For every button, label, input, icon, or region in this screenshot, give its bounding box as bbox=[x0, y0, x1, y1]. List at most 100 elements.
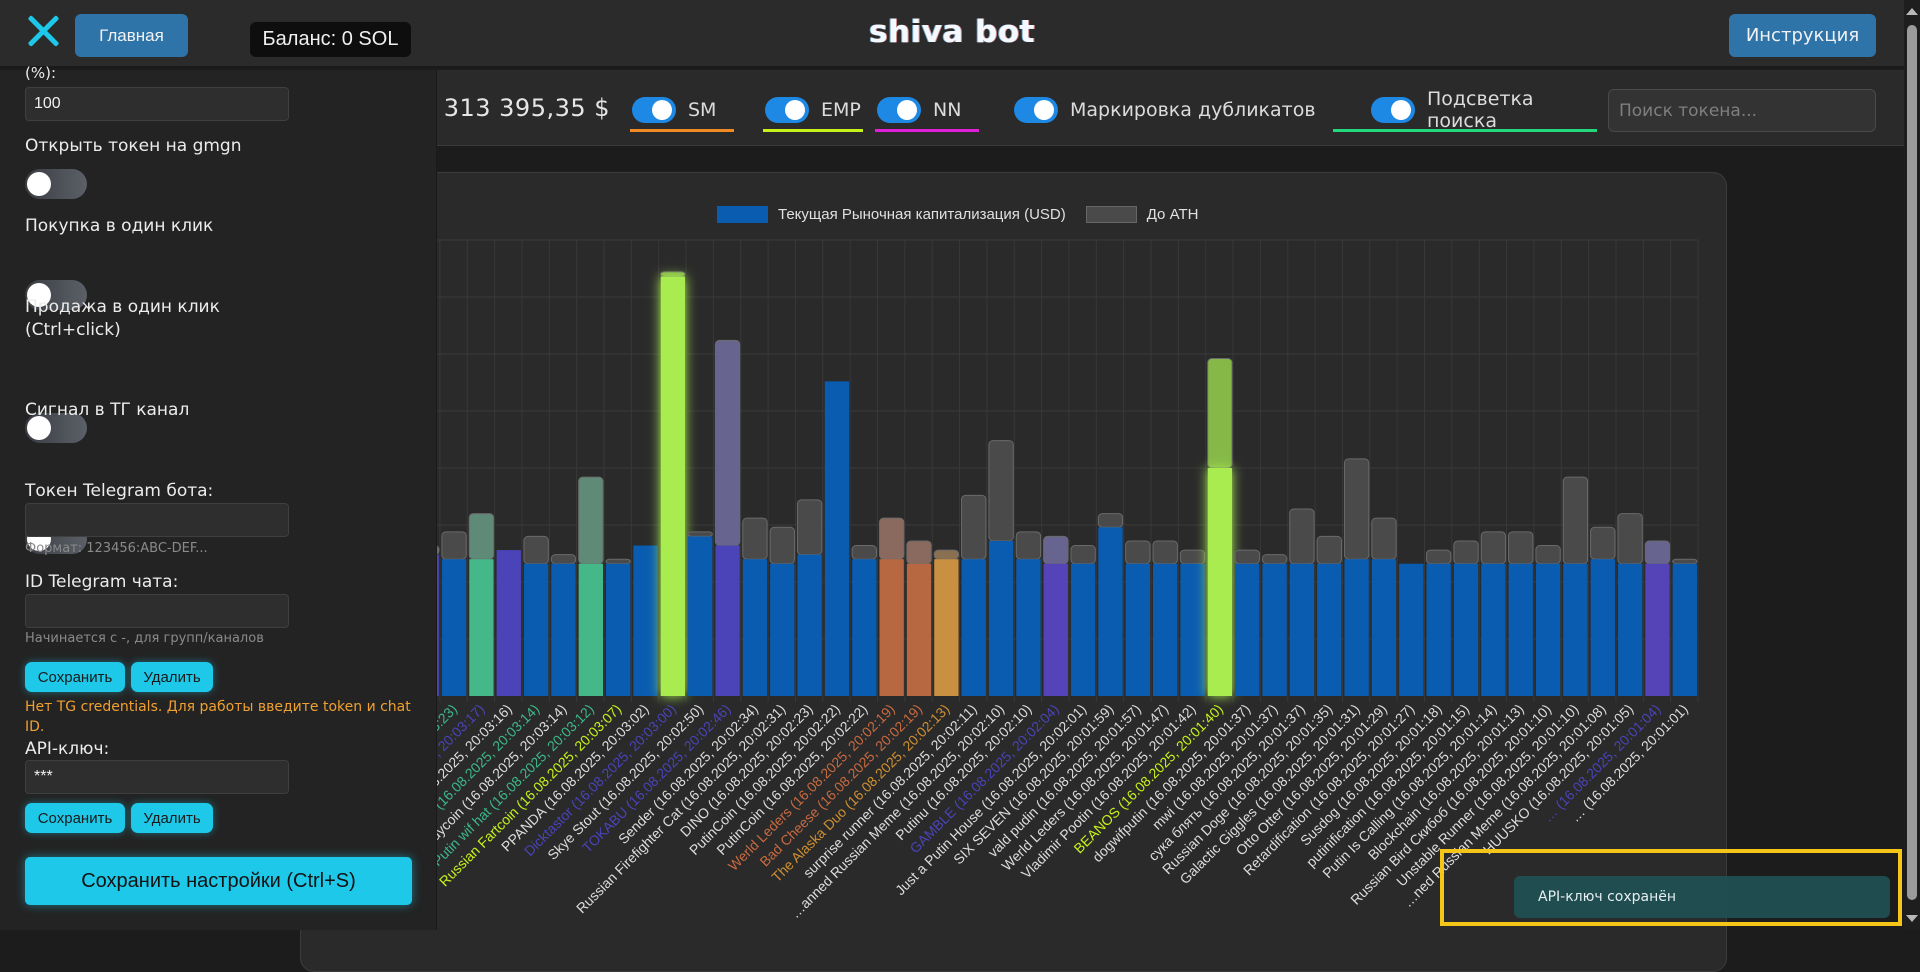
bar-market-cap bbox=[1125, 563, 1150, 696]
one-click-sell-switch[interactable] bbox=[25, 413, 87, 443]
instructions-button[interactable]: Инструкция bbox=[1729, 14, 1876, 57]
page-scrollbar[interactable] bbox=[1904, 0, 1920, 930]
tg-delete-button[interactable]: Удалить bbox=[131, 662, 213, 692]
token-search-input[interactable] bbox=[1608, 89, 1876, 132]
sm-switch[interactable] bbox=[632, 97, 676, 123]
one-click-buy-switch[interactable] bbox=[25, 280, 87, 310]
bar-ath bbox=[1508, 531, 1534, 565]
bar-market-cap bbox=[1508, 563, 1533, 696]
toggle-emp-label: EMP bbox=[821, 99, 861, 121]
scroll-down-arrow-icon[interactable] bbox=[1906, 915, 1918, 922]
tg-chat-hint: Начинается с -, для групп/каналов bbox=[25, 631, 264, 646]
tg-warning: Нет TG credentials. Для работы введите t… bbox=[25, 699, 411, 735]
bar-ath bbox=[660, 271, 686, 277]
toggle-duplicates[interactable]: Маркировка дубликатов bbox=[1012, 90, 1318, 130]
toggle-duplicates-label: Маркировка дубликатов bbox=[1070, 99, 1316, 121]
percent-input[interactable] bbox=[25, 87, 289, 121]
bar-market-cap bbox=[1070, 563, 1096, 696]
tg-chat-label: ID Telegram чата: bbox=[25, 572, 179, 592]
bar-market-cap bbox=[1481, 563, 1506, 696]
nn-switch[interactable] bbox=[877, 97, 921, 123]
tg-chat-input[interactable] bbox=[25, 594, 289, 628]
bar-ath bbox=[933, 549, 960, 560]
bar-ath bbox=[961, 494, 987, 560]
home-button[interactable]: Главная bbox=[75, 14, 188, 57]
app-title: shiva bot bbox=[869, 14, 1035, 50]
bar-market-cap bbox=[469, 559, 494, 696]
open-gmgn-label: Открыть токен на gmgn bbox=[25, 136, 242, 156]
toggle-nn-underline bbox=[875, 129, 979, 132]
toggle-nn[interactable]: NN bbox=[875, 90, 979, 132]
toast-highlight-frame bbox=[1440, 849, 1902, 926]
bar-ath bbox=[550, 554, 577, 565]
chart-legend: Текущая Рыночная капитализация (USD) До … bbox=[717, 206, 1198, 223]
emp-switch[interactable] bbox=[765, 97, 809, 123]
balance-badge: Баланс: 0 SOL bbox=[250, 22, 411, 57]
scroll-up-arrow-icon[interactable] bbox=[1906, 8, 1918, 15]
percent-label: (%): bbox=[25, 64, 57, 82]
bar-market-cap bbox=[523, 563, 549, 696]
bar-market-cap bbox=[988, 540, 1014, 696]
bar-market-cap bbox=[961, 559, 986, 696]
tg-signal-label: Сигнал в ТГ канал bbox=[25, 400, 190, 420]
bar-market-cap bbox=[934, 559, 959, 696]
api-save-button[interactable]: Сохранить bbox=[25, 803, 125, 833]
legend-swatch-ath[interactable] bbox=[1085, 206, 1137, 223]
bar-ath bbox=[1371, 517, 1397, 560]
bar-ath bbox=[1672, 558, 1698, 565]
legend-label-ath[interactable]: До ATH bbox=[1146, 206, 1199, 223]
bar-market-cap bbox=[606, 563, 631, 696]
bar-ath bbox=[523, 535, 549, 565]
save-settings-button[interactable]: Сохранить настройки (Ctrl+S) bbox=[25, 857, 412, 905]
bar-market-cap bbox=[1399, 563, 1424, 696]
bar-ath bbox=[605, 558, 631, 565]
bar-market-cap bbox=[660, 276, 686, 696]
open-gmgn-switch[interactable] bbox=[25, 169, 87, 199]
toggle-search-highlight[interactable]: Подсветка поиска bbox=[1333, 88, 1597, 132]
bar-ath bbox=[1562, 476, 1589, 565]
bar-ath bbox=[1179, 549, 1206, 565]
toggle-emp-underline bbox=[763, 129, 863, 132]
one-click-sell-label-hotkey: (Ctrl+click) bbox=[25, 320, 121, 340]
legend-label-mc[interactable]: Текущая Рыночная капитализация (USD) bbox=[778, 206, 1066, 223]
api-delete-button[interactable]: Удалить bbox=[131, 803, 213, 833]
top-header: Главная Баланс: 0 SOL shiva bot Инструкц… bbox=[0, 0, 1904, 68]
bar-market-cap bbox=[578, 563, 603, 696]
bar-market-cap bbox=[1563, 563, 1588, 696]
bar-market-cap bbox=[551, 563, 576, 696]
search-highlight-switch[interactable] bbox=[1371, 97, 1415, 123]
bar-ath bbox=[1343, 458, 1370, 560]
bar-market-cap bbox=[852, 559, 877, 696]
bar-market-cap bbox=[441, 559, 467, 696]
bar-market-cap bbox=[1617, 563, 1643, 696]
toggle-sm[interactable]: SM bbox=[630, 90, 734, 132]
total-market-cap: : 313 395,35 $ bbox=[427, 94, 611, 122]
bar-market-cap bbox=[1180, 563, 1205, 696]
bar-market-cap bbox=[1535, 563, 1561, 696]
bar-ath bbox=[1289, 508, 1315, 565]
bar-ath bbox=[1015, 531, 1042, 560]
tg-save-button[interactable]: Сохранить bbox=[25, 662, 125, 692]
api-key-input[interactable] bbox=[25, 760, 289, 794]
bar-market-cap bbox=[906, 563, 932, 696]
toggle-emp[interactable]: EMP bbox=[763, 90, 863, 132]
bar-ath bbox=[1617, 513, 1643, 565]
bar-ath bbox=[468, 513, 495, 560]
bar-market-cap bbox=[1645, 563, 1670, 696]
bar-market-cap bbox=[879, 559, 904, 696]
toast-message: API-ключ сохранён bbox=[1538, 889, 1677, 905]
bar-ath bbox=[1234, 549, 1260, 565]
bar-ath bbox=[578, 476, 604, 565]
tg-token-input[interactable] bbox=[25, 503, 289, 537]
scroll-thumb[interactable] bbox=[1907, 25, 1917, 900]
bar-ath bbox=[851, 545, 878, 560]
tg-token-label: Токен Telegram бота: bbox=[25, 481, 214, 501]
api-key-label: API-ключ: bbox=[25, 739, 110, 759]
duplicates-switch[interactable] bbox=[1014, 97, 1058, 123]
bar-market-cap bbox=[1453, 563, 1479, 696]
bar-market-cap bbox=[1016, 559, 1041, 696]
bar-market-cap bbox=[496, 550, 521, 696]
bar-ath bbox=[1644, 540, 1671, 565]
legend-swatch-mc[interactable] bbox=[717, 206, 768, 223]
toggle-sm-underline bbox=[630, 129, 734, 132]
